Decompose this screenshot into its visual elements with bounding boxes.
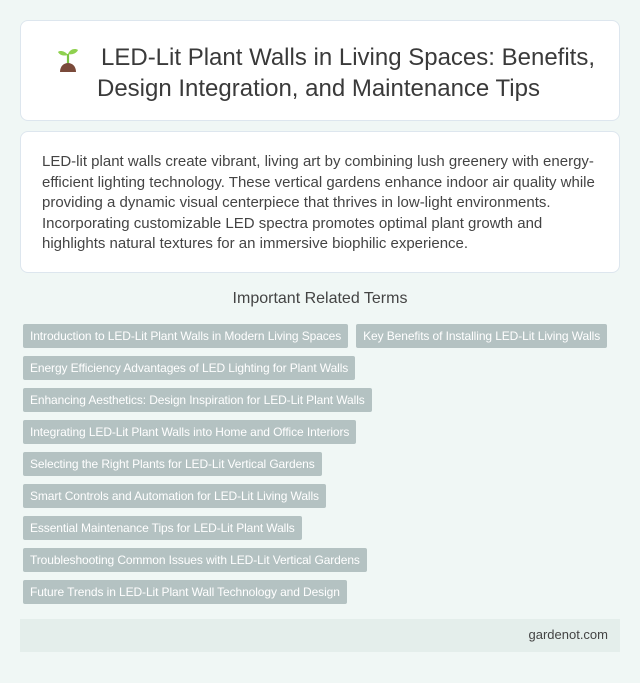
footer-site-link[interactable]: gardenot.com [528, 627, 609, 642]
tag-row: Smart Controls and Automation for LED-Li… [23, 484, 623, 508]
related-term-tag[interactable]: Smart Controls and Automation for LED-Li… [23, 484, 326, 508]
tag-row: Troubleshooting Common Issues with LED-L… [23, 548, 623, 572]
page-title: LED-Lit Plant Walls in Living Spaces: Be… [57, 42, 597, 104]
related-term-tag[interactable]: Essential Maintenance Tips for LED-Lit P… [23, 516, 302, 540]
description-text: LED-lit plant walls create vibrant, livi… [42, 153, 595, 252]
related-term-tag[interactable]: Selecting the Right Plants for LED-Lit V… [23, 452, 322, 476]
tag-row: Enhancing Aesthetics: Design Inspiration… [23, 388, 623, 412]
title-line-1: LED-Lit Plant Walls in Living Spaces: Be… [101, 44, 596, 71]
tag-row: Future Trends in LED-Lit Plant Wall Tech… [23, 580, 623, 604]
description-card: LED-lit plant walls create vibrant, livi… [20, 131, 620, 273]
related-terms-heading: Important Related Terms [232, 290, 408, 307]
sprout-icon [58, 49, 78, 72]
tag-row: Energy Efficiency Advantages of LED Ligh… [23, 356, 623, 380]
related-term-tag[interactable]: Integrating LED-Lit Plant Walls into Hom… [23, 420, 357, 444]
tag-row: Integrating LED-Lit Plant Walls into Hom… [23, 420, 623, 444]
footer: gardenot.com [20, 619, 620, 652]
tag-row: Selecting the Right Plants for LED-Lit V… [23, 452, 623, 476]
related-term-tag[interactable]: Introduction to LED-Lit Plant Walls in M… [23, 324, 349, 348]
header: LED-Lit Plant Walls in Living Spaces: Be… [57, 42, 597, 104]
related-term-tag[interactable]: Energy Efficiency Advantages of LED Ligh… [23, 356, 356, 380]
title-line-2: Design Integration, and Maintenance Tips [97, 75, 540, 102]
related-terms-list: Introduction to LED-Lit Plant Walls in M… [23, 324, 623, 612]
related-term-tag[interactable]: Troubleshooting Common Issues with LED-L… [23, 548, 367, 572]
tag-row: Essential Maintenance Tips for LED-Lit P… [23, 516, 623, 540]
related-term-tag[interactable]: Future Trends in LED-Lit Plant Wall Tech… [23, 580, 347, 604]
header-card: LED-Lit Plant Walls in Living Spaces: Be… [20, 20, 620, 121]
related-term-tag[interactable]: Enhancing Aesthetics: Design Inspiration… [23, 388, 372, 412]
related-term-tag[interactable]: Key Benefits of Installing LED-Lit Livin… [356, 324, 608, 348]
tag-row: Introduction to LED-Lit Plant Walls in M… [23, 324, 623, 348]
